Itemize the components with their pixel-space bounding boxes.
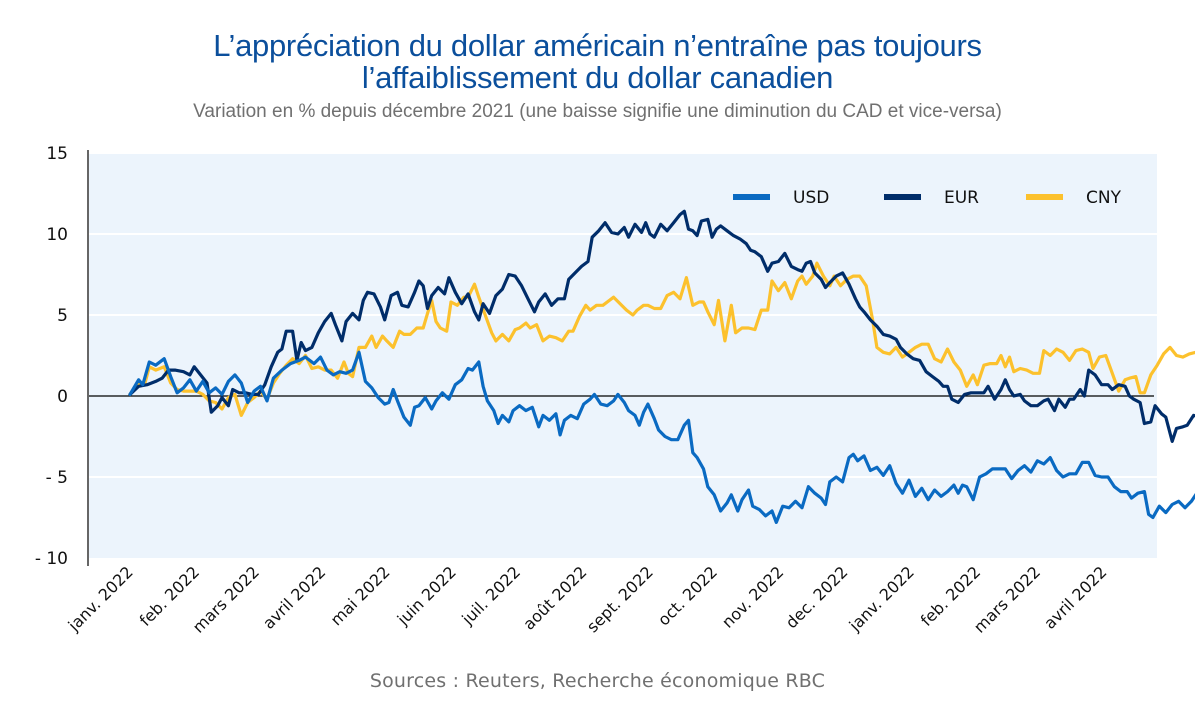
legend: USD EUR CNY xyxy=(733,188,1122,208)
series-line-cny xyxy=(128,261,1195,417)
x-tick-label: nov. 2022 xyxy=(718,562,787,631)
series-line-usd xyxy=(128,350,1195,525)
legend-label-cny: CNY xyxy=(1086,188,1122,208)
chart-title-line-2: l’affaiblissement du dollar canadien xyxy=(361,60,834,95)
chart-title-line-1: L’appréciation du dollar américain n’ent… xyxy=(213,28,982,63)
series-lines xyxy=(128,209,1195,525)
chart-source: Sources : Reuters, Recherche économique … xyxy=(369,670,826,692)
x-tick-label: avril 2022 xyxy=(1040,562,1110,632)
x-tick-label: dec. 2022 xyxy=(782,562,852,632)
y-tick-label: - 10 xyxy=(35,549,68,569)
x-tick-label: mai 2022 xyxy=(327,562,394,629)
y-tick-label: 10 xyxy=(46,225,68,245)
x-tick-label: juil. 2022 xyxy=(457,562,524,629)
y-tick-label: 15 xyxy=(46,144,68,164)
chart-subtitle: Variation en % depuis décembre 2021 (une… xyxy=(193,101,1002,122)
x-tick-label: janv. 2022 xyxy=(64,562,137,635)
y-axis-ticks: 15 10 5 0 - 5 - 10 xyxy=(35,144,68,569)
x-tick-label: sept. 2022 xyxy=(583,562,657,636)
x-tick-label: janv. 2022 xyxy=(845,562,918,635)
series-line-eur xyxy=(128,209,1195,443)
x-tick-label: oct. 2022 xyxy=(654,562,721,629)
x-tick-label: août 2022 xyxy=(519,562,590,633)
x-tick-label: avril 2022 xyxy=(259,562,329,632)
legend-label-eur: EUR xyxy=(944,188,979,208)
y-tick-label: - 5 xyxy=(46,468,68,488)
y-tick-label: 0 xyxy=(57,387,68,407)
x-tick-label: juin 2022 xyxy=(393,562,460,629)
plot-background xyxy=(89,154,1157,558)
legend-label-usd: USD xyxy=(793,188,829,208)
y-tick-label: 5 xyxy=(57,306,68,326)
